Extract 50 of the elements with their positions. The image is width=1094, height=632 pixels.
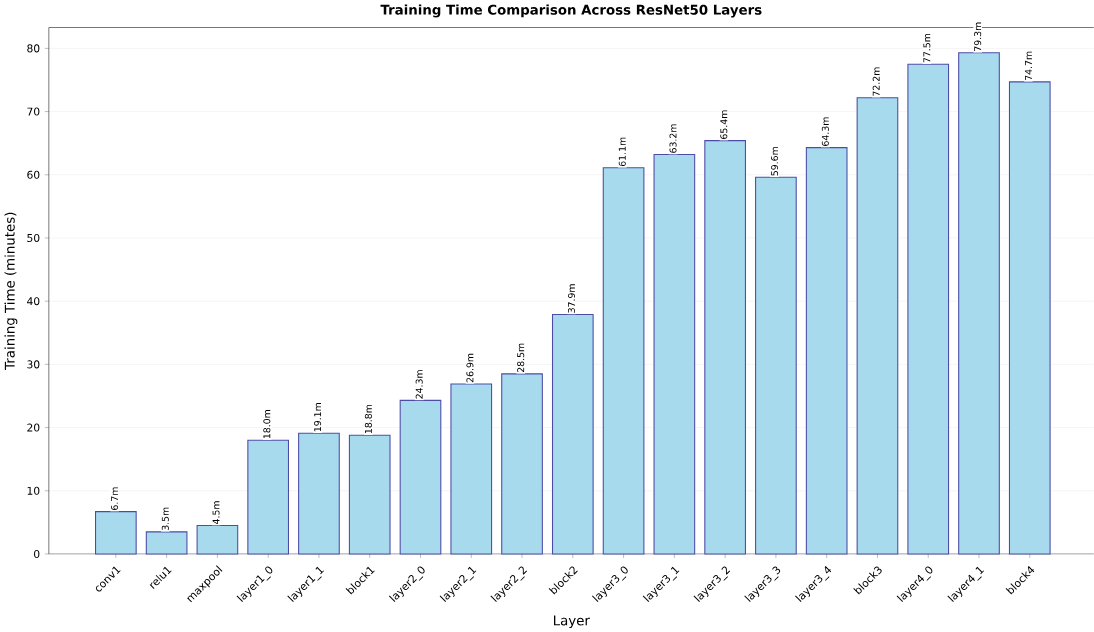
y-tick-label: 30 (27, 360, 40, 369)
data-label: 24.3m (415, 369, 423, 399)
bar (805, 146, 848, 555)
bar (95, 510, 137, 555)
bar (196, 524, 239, 555)
data-label: 77.5m (923, 33, 931, 63)
y-tick-label: 20 (27, 423, 40, 432)
data-label: 65.4m (720, 110, 728, 139)
bar (298, 432, 340, 555)
y-tick-label: 80 (27, 44, 40, 53)
data-label: 74.7m (1025, 51, 1032, 80)
bar (145, 531, 188, 555)
data-label: 63.2m (669, 124, 677, 153)
bar (501, 373, 543, 555)
data-label: 79.3m (974, 22, 982, 51)
y-tick-label: 40 (27, 296, 40, 305)
data-label: 3.5m (161, 507, 169, 530)
y-tick-label: 60 (27, 170, 40, 179)
data-label: 4.5m (212, 501, 220, 524)
y-tick-label: 70 (27, 107, 40, 116)
data-label: 28.5m (517, 343, 525, 372)
data-label: 18.0m (263, 409, 271, 438)
data-label: 72.2m (872, 67, 880, 96)
y-axis-title: Training Time (minutes) (4, 212, 18, 370)
y-tick-label: 50 (27, 233, 40, 242)
y-tick-label: 0 (34, 549, 40, 558)
bar (247, 439, 290, 555)
bar (1008, 81, 1051, 555)
bar (551, 313, 594, 555)
y-tick-label: 10 (27, 486, 40, 495)
data-label: 19.1m (314, 402, 322, 431)
bar (399, 399, 442, 555)
bar (450, 383, 493, 555)
bar (856, 96, 899, 555)
bar (907, 63, 950, 555)
data-label: 6.7m (110, 487, 119, 510)
data-label: 64.3m (821, 117, 829, 146)
bar (704, 139, 746, 555)
data-label: 26.9m (466, 353, 474, 382)
bar (602, 167, 645, 555)
x-axis-title: Layer (554, 615, 590, 628)
bar (653, 153, 696, 555)
data-label: 37.9m (567, 284, 575, 313)
data-label: 61.1m (618, 137, 626, 166)
data-label: 59.6m (771, 146, 779, 176)
chart-title: Training Time Comparison Across ResNet50 Layers (380, 4, 762, 18)
data-label: 18.8m (364, 404, 372, 433)
bar (755, 176, 797, 555)
bar (958, 52, 1000, 555)
bar (348, 434, 391, 555)
